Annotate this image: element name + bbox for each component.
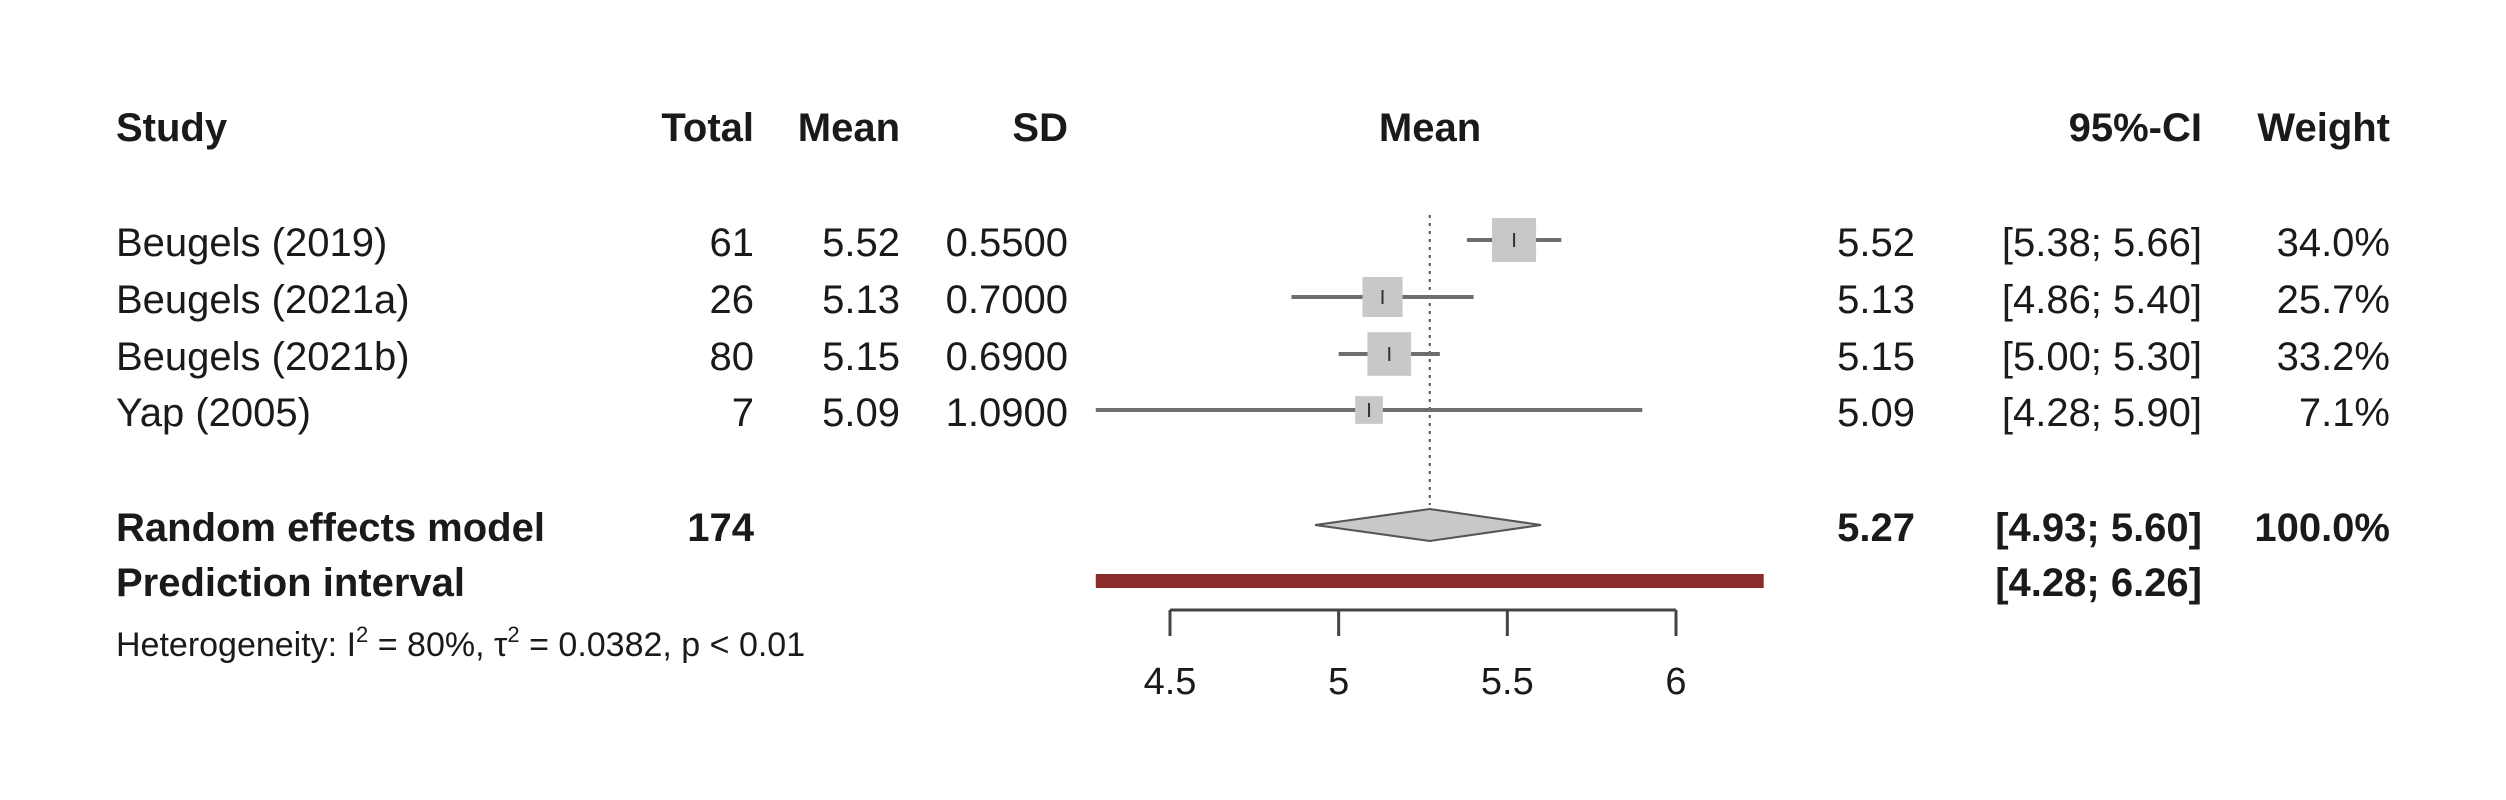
prediction-label: Prediction interval — [116, 561, 465, 605]
study-estimate: 5.09 — [1837, 391, 1915, 435]
study-estimate: 5.15 — [1837, 335, 1915, 379]
study-mean: 5.13 — [822, 278, 900, 322]
study-mean: 5.52 — [822, 221, 900, 265]
study-sd: 0.7000 — [945, 278, 1068, 322]
study-name: Yap (2005) — [116, 391, 311, 435]
study-ci: [5.00; 5.30] — [2001, 335, 2202, 379]
prediction-interval-bar — [1095, 574, 1764, 588]
study-mean: 5.09 — [822, 391, 900, 435]
x-tick-label: 5.5 — [1481, 661, 1534, 703]
header-total: Total — [661, 106, 754, 150]
summary-label: Random effects model — [116, 506, 545, 550]
study-mean: 5.15 — [822, 335, 900, 379]
study-weight: 33.2% — [2276, 335, 2390, 379]
summary-diamond — [1314, 507, 1542, 543]
study-sd: 0.5500 — [945, 221, 1068, 265]
study-weight: 25.7% — [2276, 278, 2390, 322]
study-total: 80 — [709, 335, 755, 379]
header-study: Study — [116, 106, 228, 150]
x-tick-label: 6 — [1665, 661, 1686, 703]
summary-ci: [4.93; 5.60] — [1995, 506, 2202, 550]
x-tick-label: 4.5 — [1144, 661, 1197, 703]
study-name: Beugels (2021b) — [116, 335, 410, 379]
summary-total: 174 — [687, 506, 754, 550]
header-weight: Weight — [2257, 106, 2390, 150]
study-estimate: 5.52 — [1837, 221, 1915, 265]
study-sd: 0.6900 — [945, 335, 1068, 379]
summary-estimate: 5.27 — [1837, 506, 1915, 550]
study-total: 7 — [731, 391, 754, 435]
study-sd: 1.0900 — [945, 391, 1068, 435]
study-total: 26 — [709, 278, 755, 322]
header-sd: SD — [1012, 106, 1068, 150]
x-tick-label: 5 — [1328, 661, 1349, 703]
header-mean: Mean — [797, 106, 900, 150]
summary-weight: 100.0% — [2254, 506, 2390, 550]
study-total: 61 — [709, 221, 755, 265]
prediction-ci: [4.28; 6.26] — [1995, 561, 2202, 605]
header-plot-mean: Mean — [1378, 106, 1482, 150]
study-estimate: 5.13 — [1837, 278, 1915, 322]
heterogeneity-text: Heterogeneity: I2 = 80%, τ2 = 0.0382, p … — [116, 622, 806, 664]
study-name: Beugels (2021a) — [116, 278, 410, 322]
study-ci: [4.86; 5.40] — [2001, 278, 2202, 322]
study-ci: [5.38; 5.66] — [2001, 221, 2202, 265]
header-ci: 95%-CI — [2068, 106, 2202, 150]
study-weight: 34.0% — [2276, 221, 2390, 265]
study-weight: 7.1% — [2298, 391, 2390, 435]
study-name: Beugels (2019) — [116, 221, 388, 265]
study-ci: [4.28; 5.90] — [2001, 391, 2202, 435]
